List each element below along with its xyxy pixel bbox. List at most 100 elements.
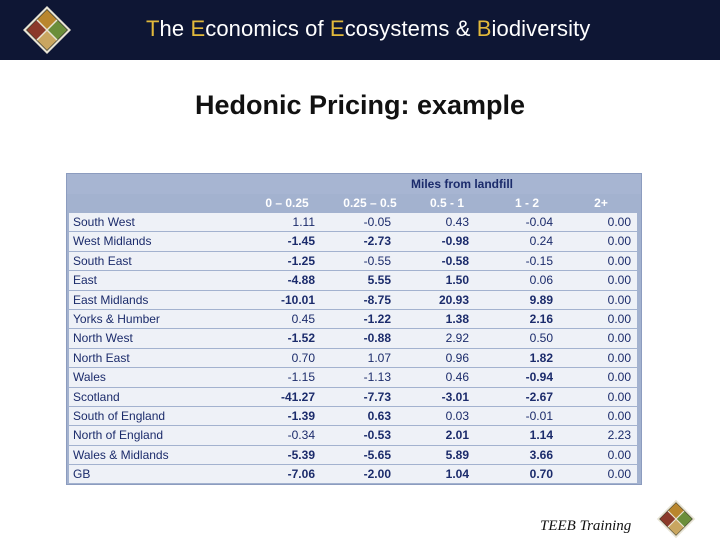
banner-title-initial: E bbox=[329, 16, 345, 41]
table-row: Wales -1.15 -1.13 0.46 -0.94 0.00 bbox=[69, 368, 637, 388]
region-cell: North of England bbox=[73, 428, 164, 443]
value-cell: 1.11 bbox=[292, 215, 315, 229]
value-cell: 0.00 bbox=[607, 292, 631, 307]
table-column-headers: 0 – 0.25 0.25 – 0.5 0.5 - 1 1 - 2 2+ bbox=[67, 194, 641, 212]
value-cell: 3.66 bbox=[529, 447, 553, 462]
region-cell: East Midlands bbox=[73, 292, 149, 307]
value-cell: 1.50 bbox=[445, 273, 469, 288]
value-cell: -0.94 bbox=[525, 370, 553, 385]
value-cell: 9.89 bbox=[529, 292, 553, 307]
table-row: South of England -1.39 0.63 0.03 -0.01 0.00 bbox=[69, 406, 637, 427]
value-cell: -0.55 bbox=[363, 253, 391, 268]
banner-title-text: conomics of bbox=[205, 16, 330, 41]
column-header: 2+ bbox=[594, 196, 608, 210]
table-row: East Midlands -10.01 -8.75 20.93 9.89 0.00 bbox=[69, 290, 637, 310]
value-cell: 0.00 bbox=[607, 253, 631, 268]
value-cell: -4.88 bbox=[287, 273, 315, 288]
value-cell: 0.46 bbox=[445, 370, 469, 385]
value-cell: 0.70 bbox=[291, 350, 315, 365]
region-cell: North West bbox=[73, 331, 133, 346]
banner-title-initial: E bbox=[190, 16, 206, 41]
value-cell: -10.01 bbox=[280, 292, 315, 307]
table-row: West Midlands -1.45 -2.73 -0.98 0.24 0.00 bbox=[69, 232, 637, 252]
table-row: East -4.88 5.55 1.50 0.06 0.00 bbox=[69, 271, 637, 291]
value-cell: -1.45 bbox=[287, 234, 315, 249]
value-cell: -1.25 bbox=[287, 253, 315, 268]
table-row: North West -1.52 -0.88 2.92 0.50 0.00 bbox=[69, 329, 637, 349]
banner-title-text: he bbox=[159, 16, 191, 41]
header-banner: The Economics of Ecosystems & Biodiversi… bbox=[0, 0, 720, 60]
value-cell: 1.38 bbox=[445, 311, 469, 326]
value-cell: -1.13 bbox=[363, 370, 391, 385]
region-cell: Yorks & Humber bbox=[73, 311, 160, 326]
table-row: South West 1.11 -0.05 0.43 -0.04 0.00 bbox=[69, 213, 637, 233]
banner-title: The Economics of Ecosystems & Biodiversi… bbox=[146, 16, 590, 42]
table-body: South West 1.11 -0.05 0.43 -0.04 0.00 West Mid… bbox=[69, 213, 637, 485]
value-cell: -0.53 bbox=[363, 428, 391, 443]
value-cell: -0.15 bbox=[525, 253, 553, 268]
value-cell: -1.15 bbox=[287, 370, 315, 385]
value-cell: -1.39 bbox=[287, 408, 315, 423]
value-cell: 0.24 bbox=[529, 234, 553, 249]
data-table: Miles from landfill 0 – 0.25 0.25 – 0.5 … bbox=[66, 173, 642, 485]
column-header: 1 - 2 bbox=[514, 196, 539, 210]
value-cell: -1.52 bbox=[287, 331, 315, 346]
value-cell: 0.00 bbox=[607, 331, 631, 346]
region-cell: West Midlands bbox=[73, 234, 152, 249]
teeb-logo-icon bbox=[23, 6, 71, 54]
region-cell: Wales bbox=[73, 370, 106, 385]
banner-title-text: cosystems & bbox=[344, 16, 477, 41]
footer-label: TEEB Training bbox=[540, 518, 632, 534]
value-cell: 0.00 bbox=[607, 215, 631, 229]
region-cell: East bbox=[73, 273, 98, 288]
value-cell: -7.06 bbox=[287, 467, 315, 482]
value-cell: -0.58 bbox=[441, 253, 469, 268]
column-header: 0.25 – 0.5 bbox=[343, 196, 397, 210]
value-cell: -5.39 bbox=[287, 447, 315, 462]
column-header: 0 – 0.25 bbox=[265, 196, 309, 210]
value-cell: -2.00 bbox=[363, 467, 391, 482]
banner-title-initial: B bbox=[476, 16, 492, 41]
table-row: North of England -0.34 -0.53 2.01 1.14 2.23 bbox=[69, 426, 637, 446]
value-cell: 0.00 bbox=[607, 350, 631, 365]
value-cell: 1.82 bbox=[529, 350, 553, 365]
value-cell: 0.00 bbox=[607, 370, 631, 385]
value-cell: 0.00 bbox=[607, 467, 631, 482]
value-cell: -0.04 bbox=[525, 215, 553, 229]
value-cell: 0.00 bbox=[607, 447, 631, 462]
value-cell: 1.04 bbox=[445, 467, 469, 482]
value-cell: -41.27 bbox=[280, 389, 315, 404]
group-header-label: Miles from landfill bbox=[410, 177, 513, 191]
banner-title-text: iodiversity bbox=[491, 16, 591, 41]
value-cell: -3.01 bbox=[441, 389, 469, 404]
value-cell: 0.45 bbox=[291, 311, 315, 326]
value-cell: -0.34 bbox=[287, 428, 315, 443]
value-cell: 2.16 bbox=[529, 311, 553, 326]
value-cell: 1.14 bbox=[529, 428, 553, 443]
region-cell: GB bbox=[73, 467, 91, 482]
table-row: Wales & Midlands -5.39 -5.65 5.89 3.66 0.00 bbox=[69, 445, 637, 466]
value-cell: 0.06 bbox=[529, 273, 553, 288]
table-group-header: Miles from landfill bbox=[67, 174, 641, 194]
value-cell: 0.03 bbox=[445, 408, 469, 423]
value-cell: -5.65 bbox=[363, 447, 391, 462]
value-cell: 1.07 bbox=[367, 350, 391, 365]
table-row: GB -7.06 -2.00 1.04 0.70 0.00 bbox=[69, 465, 637, 485]
value-cell: 0.43 bbox=[445, 215, 469, 229]
value-cell: 20.93 bbox=[438, 292, 469, 307]
value-cell: -1.22 bbox=[363, 311, 391, 326]
region-cell: North East bbox=[73, 350, 130, 365]
value-cell: -8.75 bbox=[363, 292, 391, 307]
value-cell: 0.70 bbox=[529, 467, 553, 482]
value-cell: 0.00 bbox=[607, 408, 631, 423]
table-row: Scotland -41.27 -7.73 -3.01 -2.67 0.00 bbox=[69, 387, 637, 407]
column-header: 0.5 - 1 bbox=[429, 196, 465, 210]
value-cell: 0.00 bbox=[607, 311, 631, 326]
region-cell: South of England bbox=[73, 408, 166, 423]
region-cell: Scotland bbox=[73, 389, 120, 404]
region-cell: South West bbox=[73, 215, 135, 229]
slide-title: Hedonic Pricing: example bbox=[194, 90, 526, 120]
value-cell: -2.73 bbox=[363, 234, 391, 249]
table-row: South East -1.25 -0.55 -0.58 -0.15 0.00 bbox=[69, 251, 637, 272]
value-cell: 0.96 bbox=[445, 350, 469, 365]
